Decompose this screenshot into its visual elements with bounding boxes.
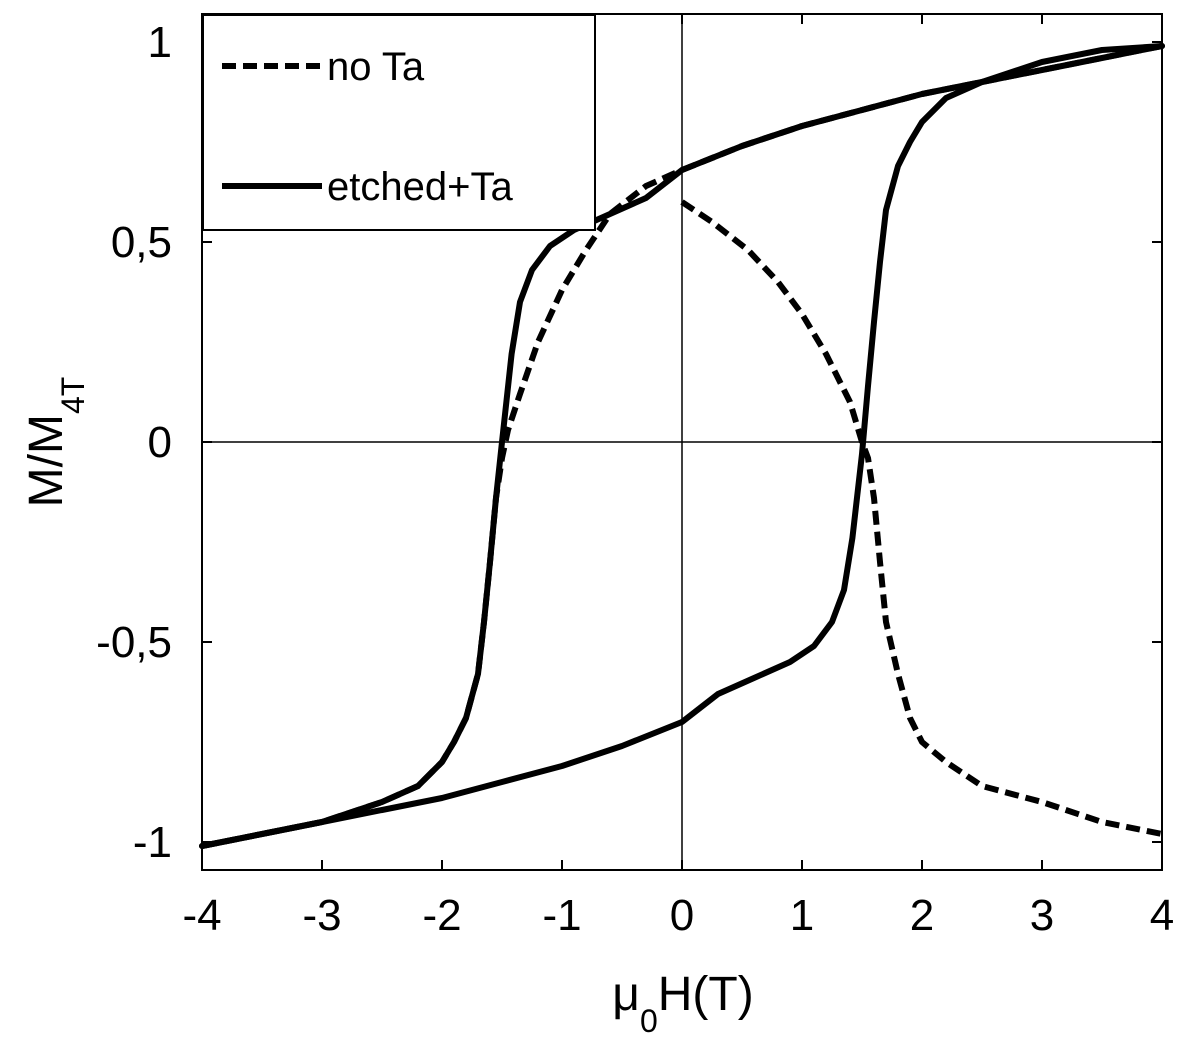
x-tick-label: -4 (182, 891, 221, 940)
series-etched-ta-branch-2 (199, 43, 1165, 849)
y-axis-label-main: M/M (20, 414, 73, 507)
legend-box (202, 14, 596, 231)
series-no-ta-branch-1 (201, 43, 1163, 849)
y-tick-label: 1 (148, 18, 172, 67)
legend-label-no-ta: no Ta (327, 45, 425, 89)
x-tick-label: -1 (542, 891, 581, 940)
tick-labels: -4 -3 -2 -1 0 1 2 3 4 1 0,5 0 -0,5 -1 (96, 18, 1174, 940)
plot-frame (201, 13, 1163, 871)
x-axis-label-subscript: 0 (640, 1003, 658, 1039)
x-tick-label: 3 (1030, 891, 1054, 940)
series-no-ta-branch-2 (680, 199, 1163, 837)
zero-lines (202, 14, 1162, 870)
legend-label-etched-ta: etched+Ta (327, 165, 513, 209)
x-tick-label: 2 (910, 891, 934, 940)
series-layer (199, 43, 1165, 849)
x-tick-label: 1 (790, 891, 814, 940)
x-tick-label: 0 (670, 891, 694, 940)
y-tick-label: -1 (133, 818, 172, 867)
y-tick-label: 0,5 (111, 218, 172, 267)
y-axis-label-subscript: 4T (55, 377, 91, 414)
legend: no Ta etched+Ta (202, 14, 596, 231)
y-axis-label: M/M4T (20, 377, 91, 508)
x-tick-label: -3 (302, 891, 341, 940)
x-tick-label: -2 (422, 891, 461, 940)
y-tick-label: -0,5 (96, 618, 172, 667)
x-tick-label: 4 (1150, 891, 1174, 940)
y-tick-label: 0 (148, 418, 172, 467)
x-axis-label-rest: H(T) (658, 968, 754, 1021)
x-axis-label: μ0H(T) (612, 968, 753, 1039)
x-axis-label-main: μ (612, 968, 640, 1021)
